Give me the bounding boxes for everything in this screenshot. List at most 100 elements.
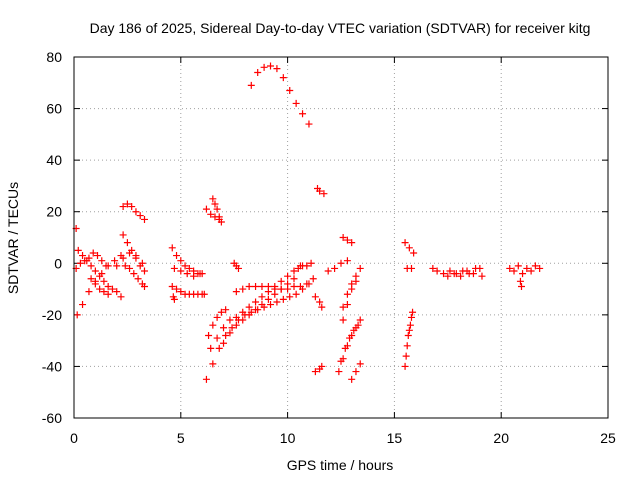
data-point (247, 81, 255, 89)
data-point (183, 270, 191, 278)
data-point (339, 316, 347, 324)
data-point (132, 252, 140, 260)
data-point (299, 110, 307, 118)
data-point (320, 190, 328, 198)
data-point (252, 298, 260, 306)
data-point (267, 301, 275, 309)
data-point (277, 277, 285, 285)
data-point (279, 295, 287, 303)
data-point (356, 264, 364, 272)
data-point (177, 288, 185, 296)
data-point (309, 275, 317, 283)
data-point (226, 316, 234, 324)
data-point (316, 187, 324, 195)
series-arc-c (72, 249, 110, 272)
data-point (318, 362, 326, 370)
data-point (170, 295, 178, 303)
data-point (277, 285, 285, 293)
data-point (232, 313, 240, 321)
data-point (239, 285, 247, 293)
data-point (76, 259, 84, 267)
data-points (72, 62, 544, 383)
series-arc-ad (339, 277, 360, 324)
y-tick-label: -20 (42, 307, 62, 323)
data-point (446, 267, 454, 275)
series-arc-f (119, 200, 148, 223)
series-arc-k (170, 264, 204, 280)
data-point (352, 277, 360, 285)
data-point (527, 267, 535, 275)
x-tick-label: 10 (280, 430, 296, 446)
data-point (213, 313, 221, 321)
data-point (117, 293, 125, 301)
series-arc-af (337, 321, 362, 365)
data-point (356, 316, 364, 324)
data-point (87, 262, 95, 270)
data-point (79, 252, 87, 260)
data-point (252, 282, 260, 290)
x-tick-label: 25 (600, 430, 616, 446)
x-tick-labels: 0 5 10 15 20 25 (70, 430, 616, 446)
data-point (305, 120, 313, 128)
series-arc-b (74, 246, 125, 301)
data-point (239, 316, 247, 324)
data-point (516, 277, 524, 285)
data-point (343, 301, 351, 309)
data-point (343, 236, 351, 244)
series-arc-al (444, 264, 484, 280)
data-point (405, 326, 413, 334)
y-tick-label: -40 (42, 358, 62, 374)
data-point (401, 362, 409, 370)
data-point (213, 205, 221, 213)
data-point (173, 252, 181, 260)
data-point (346, 334, 354, 342)
data-point (514, 262, 522, 270)
data-point (220, 339, 228, 347)
data-point (469, 270, 477, 278)
data-point (401, 239, 409, 247)
series-arc-t (232, 282, 292, 296)
series-arc-ag (348, 360, 364, 383)
series-arc-x (311, 293, 326, 311)
data-point (239, 308, 247, 316)
y-tick-label: 20 (46, 204, 62, 220)
data-point (123, 239, 131, 247)
data-point (258, 282, 266, 290)
series-arc-o (209, 195, 225, 226)
series-arc-h (113, 249, 146, 270)
data-point (348, 285, 356, 293)
data-point (126, 264, 134, 272)
data-point (202, 205, 210, 213)
data-point (81, 257, 89, 265)
data-point (121, 262, 129, 270)
data-point (85, 288, 93, 296)
series-arc-p (230, 259, 242, 272)
data-point (343, 290, 351, 298)
data-point (339, 303, 347, 311)
data-point (284, 285, 292, 293)
series-arc-z (311, 362, 326, 376)
data-point (303, 280, 311, 288)
data-point (519, 270, 527, 278)
data-point (292, 99, 300, 107)
data-point (279, 74, 287, 82)
data-point (132, 208, 140, 216)
data-point (113, 262, 121, 270)
data-point (140, 215, 148, 223)
data-point (331, 264, 339, 272)
data-point (217, 218, 225, 226)
data-point (409, 308, 417, 316)
data-point (91, 267, 99, 275)
data-point (307, 259, 315, 267)
data-point (123, 200, 131, 208)
data-point (252, 306, 260, 314)
data-point (343, 257, 351, 265)
data-point (463, 267, 471, 275)
data-point (410, 249, 418, 257)
data-point (205, 331, 213, 339)
data-point (348, 239, 356, 247)
data-point (429, 264, 437, 272)
series-arc-w (294, 259, 315, 272)
data-point (273, 65, 281, 73)
